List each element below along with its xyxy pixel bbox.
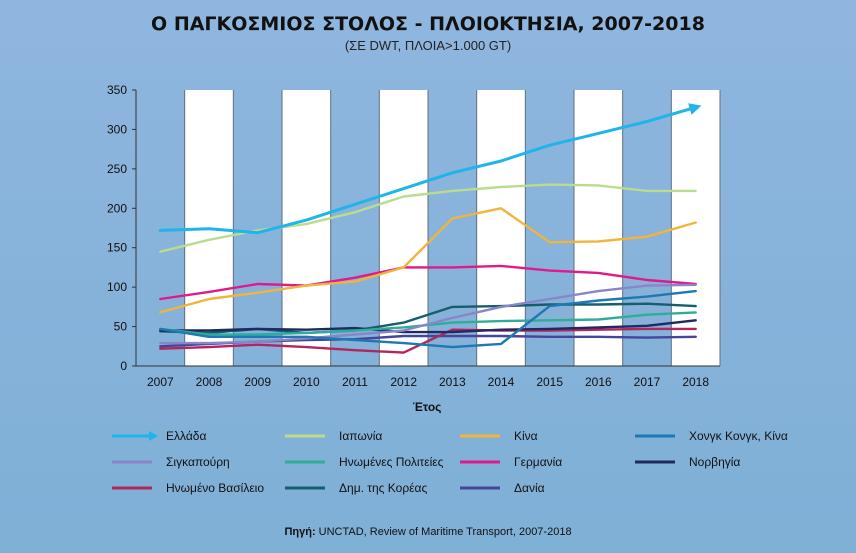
- y-tick-label: 200: [107, 201, 127, 215]
- y-tick-label: 300: [107, 122, 127, 136]
- legend-label: Νορβηγία: [689, 455, 740, 469]
- series-line: [159, 264, 697, 301]
- legend-label: Χονγκ Κονγκ, Κίνα: [689, 429, 788, 443]
- x-tick-label: 2015: [536, 375, 563, 389]
- legend-label: Δανία: [514, 481, 545, 495]
- legend-item: Χονγκ Κονγκ, Κίνα: [635, 429, 788, 443]
- x-tick-label: 2017: [634, 375, 661, 389]
- y-axis: 0 50 100 150 200 250 300 350: [107, 83, 137, 373]
- legend-label: Δημ. της Κορέας: [339, 481, 427, 495]
- legend-item: Σιγκαπούρη: [112, 455, 230, 469]
- series-line: [159, 319, 697, 334]
- x-tick-label: 2007: [147, 375, 174, 389]
- x-tick-label: 2012: [390, 375, 417, 389]
- legend-label: Κίνα: [514, 429, 538, 443]
- x-tick-label: 2009: [244, 375, 271, 389]
- grid-band: [476, 90, 526, 366]
- legend-label: Γερμανία: [514, 455, 562, 469]
- source-label: Πηγή:: [284, 526, 315, 538]
- legend-item: Ηνωμένο Βασίλειο: [112, 481, 264, 495]
- y-tick-label: 100: [107, 280, 127, 294]
- legend-item: Κίνα: [460, 429, 538, 443]
- grid-band: [282, 90, 331, 366]
- series-line: [159, 207, 697, 314]
- x-tick-label: 2018: [682, 375, 709, 389]
- legend-item: Δανία: [460, 481, 545, 495]
- series-line: [159, 283, 697, 345]
- legend-item: Γερμανία: [460, 455, 562, 469]
- legend-label: Ελλάδα: [166, 429, 206, 443]
- series-line: [159, 289, 697, 349]
- source-text: UNCTAD, Review of Maritime Transport, 20…: [319, 526, 572, 538]
- legend-item: Ελλάδα: [112, 429, 206, 443]
- series-line: [159, 327, 697, 354]
- x-tick-label: 2016: [585, 375, 612, 389]
- series-line: [158, 105, 698, 235]
- y-tick-label: 50: [114, 320, 128, 334]
- x-axis: 2007 2008 2009 2010 2011 2012 2013 2014 2015 2016…: [136, 365, 720, 389]
- legend-label: Ηνωμένο Βασίλειο: [166, 481, 264, 495]
- grid-band: [379, 90, 428, 366]
- source-note: Πηγή: UNCTAD, Review of Maritime Transpo…: [284, 526, 571, 538]
- legend-label: Ηνωμένες Πολιτείες: [339, 455, 444, 469]
- x-tick-label: 2013: [439, 375, 466, 389]
- x-tick-label: 2010: [293, 375, 320, 389]
- x-tick-label: 2011: [342, 375, 368, 389]
- legend-item: Δημ. της Κορέας: [285, 481, 427, 495]
- x-axis-label: Έτος: [413, 400, 442, 414]
- y-tick-label: 0: [120, 359, 127, 373]
- series-layer: [158, 103, 702, 354]
- y-tick-label: 250: [107, 162, 127, 176]
- y-tick-label: 150: [107, 241, 127, 255]
- legend-item: Νορβηγία: [635, 455, 740, 469]
- grid-band: [574, 90, 623, 366]
- y-tick-label: 350: [107, 83, 127, 97]
- chart-subtitle: (ΣΕ DWT, ΠΛΟΙΑ>1.000 GT): [345, 38, 511, 53]
- legend-item: Ιαπωνία: [285, 429, 382, 443]
- series-arrowhead: [688, 103, 702, 115]
- legend-arrow-icon: [149, 431, 158, 441]
- legend-label: Σιγκαπούρη: [166, 455, 230, 469]
- x-tick-label: 2008: [196, 375, 223, 389]
- legend-label: Ιαπωνία: [339, 429, 382, 443]
- legend: Ελλάδα Ιαπωνία Κίνα Χονγκ Κονγκ, Κίνα Σιγκαπ…: [112, 429, 788, 495]
- chart-title: Ο ΠΑΓΚΟΣΜΙΟΣ ΣΤΟΛΟΣ - ΠΛΟΙΟΚΤΗΣΙΑ, 2007-…: [151, 13, 705, 35]
- legend-item: Ηνωμένες Πολιτείες: [285, 455, 444, 469]
- x-tick-label: 2014: [488, 375, 515, 389]
